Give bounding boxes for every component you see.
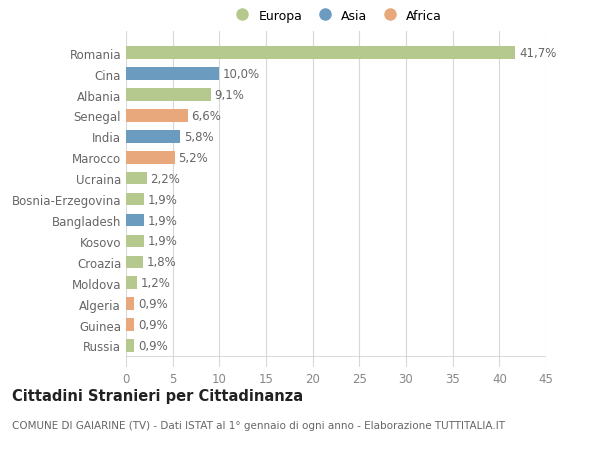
- Text: Cittadini Stranieri per Cittadinanza: Cittadini Stranieri per Cittadinanza: [12, 388, 303, 403]
- Bar: [126, 193, 144, 206]
- Text: 9,1%: 9,1%: [215, 89, 245, 102]
- Text: 1,9%: 1,9%: [148, 214, 178, 227]
- Text: 1,9%: 1,9%: [148, 235, 178, 248]
- Legend: Europa, Asia, Africa: Europa, Asia, Africa: [225, 5, 447, 28]
- Bar: [126, 151, 175, 164]
- Text: 6,6%: 6,6%: [191, 110, 221, 123]
- Text: 1,9%: 1,9%: [148, 193, 178, 206]
- Bar: [126, 319, 134, 331]
- Text: 1,8%: 1,8%: [146, 256, 176, 269]
- Text: 41,7%: 41,7%: [519, 47, 556, 60]
- Bar: [126, 68, 220, 81]
- Text: 0,9%: 0,9%: [138, 319, 168, 331]
- Bar: [126, 89, 211, 101]
- Text: 5,8%: 5,8%: [184, 131, 214, 144]
- Bar: [126, 131, 180, 143]
- Text: 5,2%: 5,2%: [178, 151, 208, 164]
- Bar: [126, 277, 137, 289]
- Bar: [126, 340, 134, 352]
- Text: 2,2%: 2,2%: [150, 172, 180, 185]
- Text: 10,0%: 10,0%: [223, 68, 260, 81]
- Text: 0,9%: 0,9%: [138, 297, 168, 310]
- Text: 0,9%: 0,9%: [138, 339, 168, 352]
- Bar: [126, 256, 143, 269]
- Bar: [126, 235, 144, 248]
- Text: COMUNE DI GAIARINE (TV) - Dati ISTAT al 1° gennaio di ogni anno - Elaborazione T: COMUNE DI GAIARINE (TV) - Dati ISTAT al …: [12, 420, 505, 430]
- Text: 1,2%: 1,2%: [141, 277, 171, 290]
- Bar: [126, 298, 134, 310]
- Bar: [126, 173, 146, 185]
- Bar: [126, 214, 144, 227]
- Bar: [126, 110, 188, 123]
- Bar: [126, 47, 515, 60]
